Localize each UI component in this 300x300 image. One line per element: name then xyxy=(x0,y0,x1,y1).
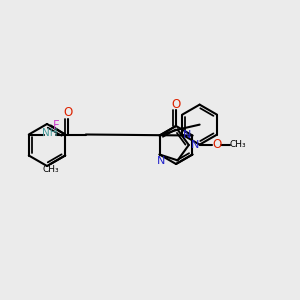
Text: NH: NH xyxy=(42,128,58,139)
Text: O: O xyxy=(171,98,181,110)
Text: N: N xyxy=(190,140,199,150)
Text: CH₃: CH₃ xyxy=(42,164,59,173)
Text: F: F xyxy=(52,119,59,132)
Text: N: N xyxy=(183,130,192,140)
Text: CH₃: CH₃ xyxy=(229,140,246,149)
Text: N: N xyxy=(158,155,166,166)
Text: O: O xyxy=(212,138,221,151)
Text: O: O xyxy=(63,106,72,119)
